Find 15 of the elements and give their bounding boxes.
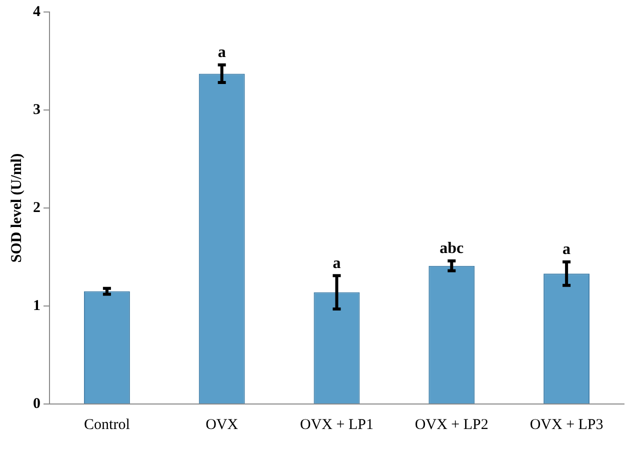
- y-tick-label: 2: [33, 200, 40, 216]
- x-tick-label: Control: [84, 416, 130, 433]
- y-axis-title: SOD level (U/ml): [8, 153, 25, 263]
- x-tick-label: OVX + LP3: [530, 416, 604, 433]
- annotation: a: [218, 44, 226, 62]
- y-tick-label: 0: [33, 396, 40, 412]
- annotation: a: [562, 241, 571, 258]
- annotation: abc: [440, 240, 464, 258]
- y-tick-label: 1: [33, 298, 40, 314]
- x-tick-label: OVX + LP2: [414, 416, 488, 433]
- x-tick-label: OVX: [206, 416, 238, 433]
- x-tick-label: OVX + LP1: [300, 416, 374, 433]
- annotation: a: [332, 254, 341, 272]
- y-tick-label: 3: [33, 102, 40, 118]
- y-tick-label: 4: [33, 4, 41, 20]
